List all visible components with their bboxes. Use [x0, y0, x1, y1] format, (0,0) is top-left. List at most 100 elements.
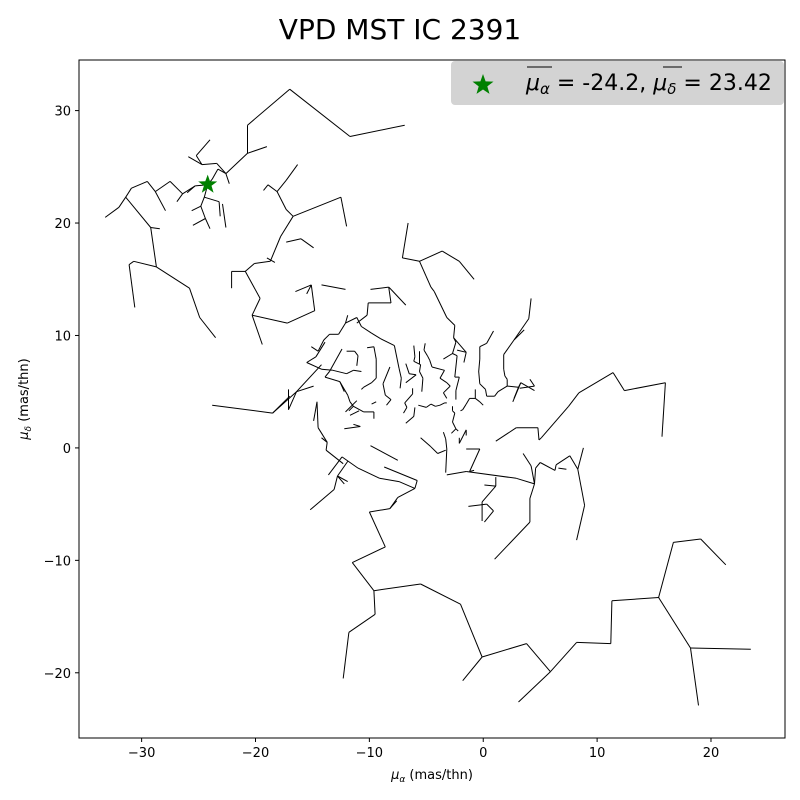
mst-edge: [452, 353, 458, 357]
mst-edge: [426, 403, 432, 408]
mst-edge: [413, 407, 416, 417]
legend-label: μα = -24.2, μδ = 23.42: [525, 71, 772, 98]
legend-value-delta: = 23.42: [676, 71, 771, 96]
mst-edge: [526, 643, 551, 673]
mst-edge: [317, 339, 325, 352]
mst-edge: [419, 371, 424, 379]
mst-edge: [300, 238, 314, 249]
mst-edge: [426, 355, 431, 361]
mst-edge: [443, 353, 453, 360]
mst-edge: [225, 152, 248, 174]
mst-edge: [439, 370, 445, 379]
mst-edge: [458, 260, 475, 280]
mst-edge: [154, 191, 166, 211]
mst-edge: [478, 371, 481, 384]
mst-edge: [244, 263, 255, 272]
mst-edge: [460, 604, 483, 658]
mst-edge: [384, 394, 392, 400]
mst-edge: [420, 583, 461, 605]
mst-edge: [497, 385, 508, 393]
mst-edge: [285, 209, 294, 217]
mst-edge: [269, 236, 282, 262]
mst-edge: [286, 238, 302, 243]
mst-edge: [348, 613, 376, 633]
mst-edge: [465, 398, 471, 405]
y-tick-label: 0: [63, 442, 71, 457]
y-axis-label-unit: (mas/thn): [17, 358, 32, 426]
plot-frame: [78, 59, 786, 739]
mst-edge: [247, 88, 291, 126]
mst-edge: [288, 391, 297, 410]
y-tick-label: −10: [44, 554, 71, 569]
mst-edge: [690, 647, 699, 706]
mst-edge: [345, 400, 358, 413]
mst-edge: [539, 462, 556, 471]
mst-edge: [568, 392, 580, 407]
mst-edge: [369, 508, 390, 513]
mst-edge: [388, 287, 392, 303]
mst-edge: [125, 196, 152, 228]
mst-edge: [373, 583, 421, 592]
y-tick-label: −20: [44, 667, 71, 682]
mst-edge: [370, 286, 389, 290]
mst-edge: [386, 399, 392, 406]
mst-edge: [329, 348, 343, 372]
mst-edge: [342, 632, 350, 679]
mst-edge: [340, 197, 348, 227]
mst-edge: [285, 164, 299, 181]
x-tick-label: 0: [479, 746, 487, 761]
mst-edge: [446, 382, 451, 387]
mst-edge: [423, 343, 426, 351]
x-tick-label: 20: [703, 746, 720, 761]
mst-edge: [155, 180, 171, 193]
mst-edge: [380, 338, 395, 347]
mst-edge: [169, 181, 183, 195]
mst-edge: [454, 355, 458, 378]
x-axis-ticks: −30 −20 −10 0 10 20: [128, 738, 719, 761]
mean-star-icon: [198, 174, 218, 193]
mst-edge: [128, 260, 134, 266]
mst-edge: [414, 480, 418, 489]
mst-edge: [188, 156, 203, 166]
mst-edge: [455, 428, 459, 432]
mst-edge: [479, 401, 484, 406]
mst-edge: [251, 298, 261, 316]
mst-edge: [366, 302, 369, 316]
mst-edge: [189, 288, 201, 318]
mst-edge: [550, 642, 577, 673]
mst-edge: [379, 477, 400, 483]
mst-edge: [624, 382, 666, 392]
mst-edge: [357, 467, 380, 479]
mst-edge: [133, 260, 157, 268]
mst-edge: [405, 363, 410, 374]
mst-edge: [325, 442, 328, 451]
mst-edge: [354, 350, 359, 357]
mst-edge: [324, 376, 340, 383]
legend-mu-delta: μ: [652, 71, 667, 96]
mst-edge: [128, 264, 136, 308]
mst-edge: [453, 337, 467, 353]
mst-edge: [382, 366, 391, 384]
mst-edge: [347, 394, 351, 402]
mst-edge: [345, 317, 358, 324]
mst-edge: [481, 485, 497, 503]
legend: μα = -24.2, μδ = 23.42: [451, 61, 784, 105]
mst-edge: [513, 318, 530, 341]
mst-edge: [315, 341, 326, 358]
mst-edge: [397, 487, 416, 498]
mst-edge: [463, 352, 467, 363]
mst-edge: [263, 184, 269, 191]
mst-edge: [388, 286, 392, 290]
mst-edge: [356, 317, 362, 327]
mst-edge: [272, 395, 291, 414]
mst-edge: [519, 385, 535, 389]
mst-edge: [321, 437, 328, 443]
mst-edge: [321, 368, 333, 371]
mst-edge: [423, 349, 428, 356]
mst-edge: [452, 412, 456, 423]
mst-edge: [433, 291, 448, 318]
mst-edge: [254, 260, 271, 264]
mst-edge: [349, 410, 360, 416]
mst-edge: [371, 377, 377, 384]
